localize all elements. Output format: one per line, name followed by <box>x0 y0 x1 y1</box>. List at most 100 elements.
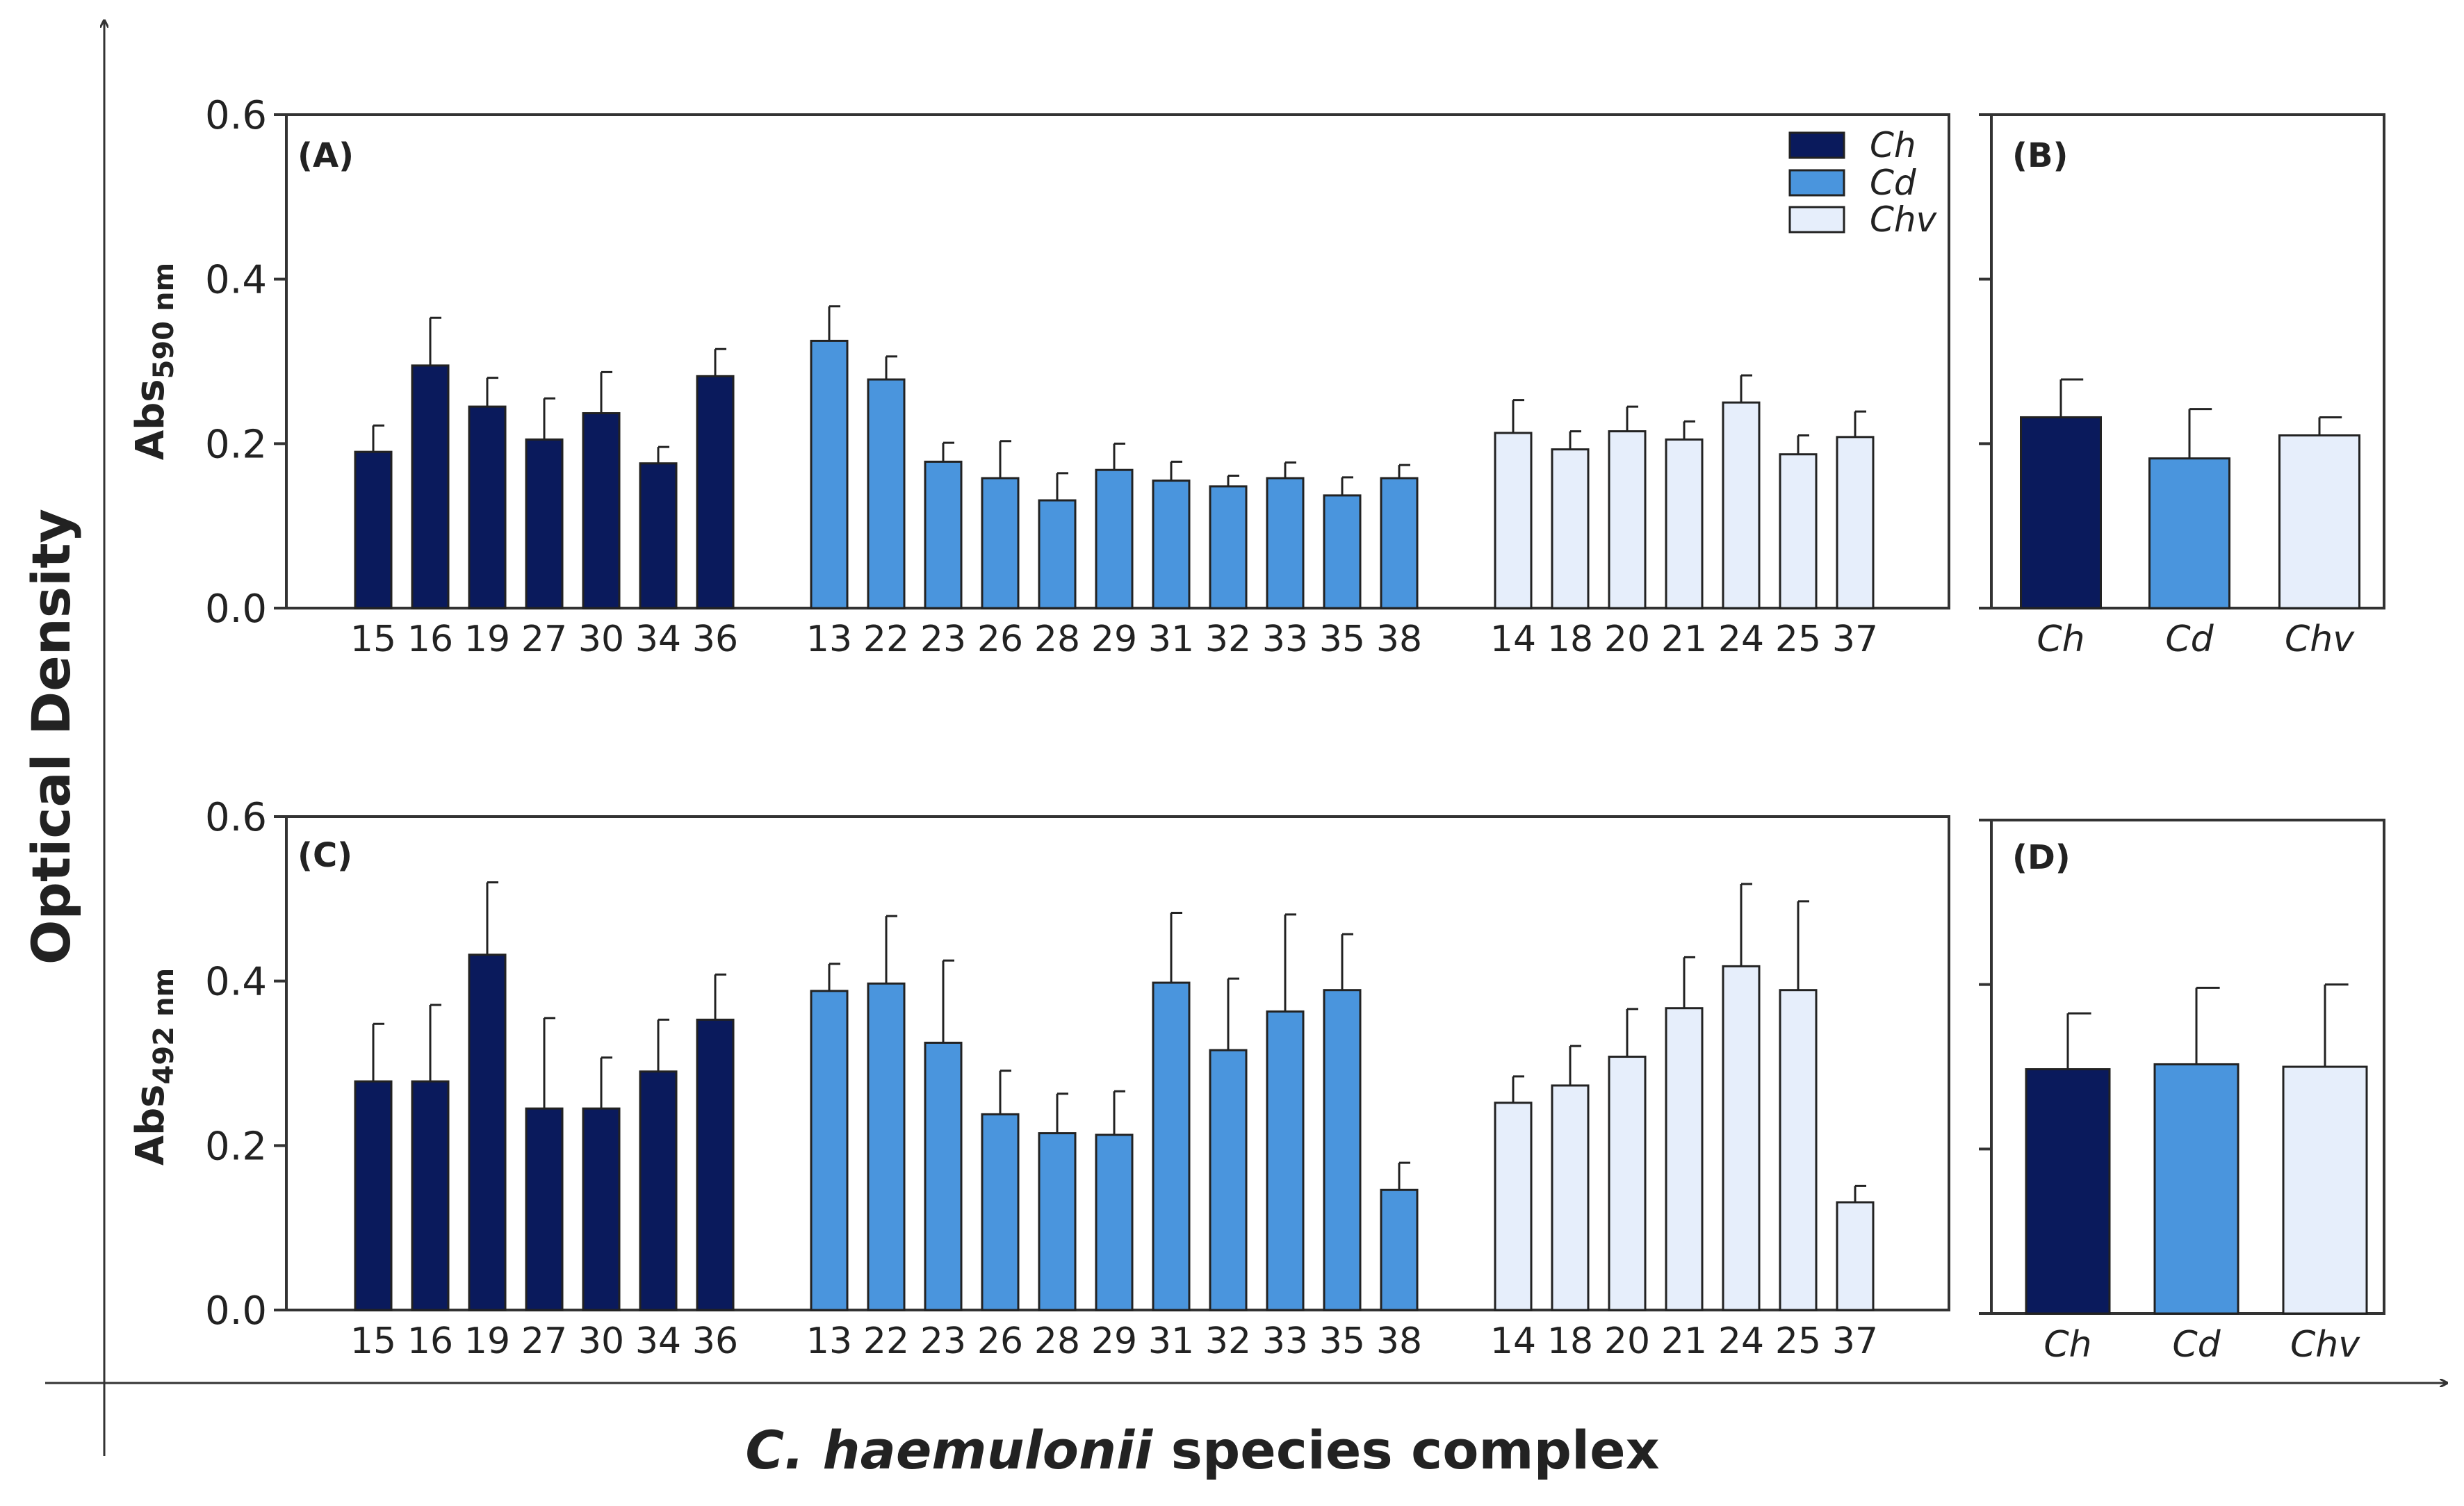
panel-c-error-bar-33 <box>1284 913 1296 1012</box>
panel-c-category-label-15: 15 <box>350 1320 396 1362</box>
panel-a-error-bar-19 <box>486 377 498 407</box>
panel-d-error-bar-Ch <box>2066 1012 2091 1070</box>
panel-b-category-label-Cd: Cd <box>2165 619 2214 660</box>
panel-a-category-label-19: 19 <box>464 619 510 660</box>
panel-a-bar-32 <box>1209 485 1248 609</box>
panel-a-error-bar-20 <box>1626 405 1638 432</box>
panel-c-bar-27 <box>525 1107 564 1311</box>
panel-a-error-bar-35 <box>1341 476 1353 496</box>
panel-c-y-label-main: Abs <box>128 1084 173 1165</box>
panel-d-error-bar-Cd <box>2195 986 2220 1065</box>
panel-b-bar-Cd <box>2148 457 2230 609</box>
panel-a-bar-20 <box>1608 430 1647 609</box>
panel-c-y-tick-label: 0.4 <box>205 960 267 1005</box>
x-axis-title: C. haemulonii species complex <box>745 1419 1659 1481</box>
panel-a-y-tick-label: 0.0 <box>205 587 267 632</box>
panel-c-bar-23 <box>924 1041 963 1311</box>
panel-a-category-label-33: 33 <box>1262 619 1308 660</box>
panel-c-category-label-18: 18 <box>1547 1320 1593 1362</box>
panel-a-bar-13 <box>810 339 849 609</box>
panel-c-error-bar-27 <box>543 1017 555 1109</box>
panel-c-bar-21 <box>1665 1007 1704 1311</box>
panel-a-error-bar-25 <box>1797 434 1809 455</box>
panel-c-bar-35 <box>1323 989 1362 1311</box>
panel-c-error-bar-20 <box>1626 1008 1638 1057</box>
panel-c-category-label-23: 23 <box>920 1320 966 1362</box>
panel-a-category-label-26: 26 <box>977 619 1023 660</box>
panel-a-error-bar-13 <box>828 305 840 341</box>
panel-c-error-bar-36 <box>714 973 726 1020</box>
panel-c-error-bar-32 <box>1227 977 1239 1051</box>
panel-b-error-bar-Ch <box>2059 378 2084 418</box>
panel-d-chart: (D) Ch Cd Chv <box>1979 819 2385 1366</box>
panel-a-bar-26 <box>981 477 1020 609</box>
panel-c-category-label-25: 25 <box>1775 1320 1821 1362</box>
panel-c-chart: (C) Abs492 nm 0.0 0.2 0.4 0.6 15 16 19 27 30 34 3… <box>128 795 1950 1362</box>
legend-label-cd: Cd <box>1870 163 1916 203</box>
panel-c-bar-33 <box>1266 1010 1305 1311</box>
panel-d-bar-Chv <box>2282 1065 2368 1315</box>
panel-c-y-tick-label: 0.6 <box>205 795 267 840</box>
panel-c-error-bar-38 <box>1398 1161 1410 1190</box>
panel-c-error-bar-16 <box>429 1004 441 1082</box>
panel-c-error-bar-13 <box>828 963 840 991</box>
panel-a-category-label-31: 31 <box>1148 619 1194 660</box>
panel-c-category-label-38: 38 <box>1376 1320 1422 1362</box>
y-axis-title: Optical Density <box>20 509 82 965</box>
panel-a-category-label-27: 27 <box>521 619 567 660</box>
legend-swatch-ch <box>1788 131 1845 159</box>
panel-a-category-label-22: 22 <box>863 619 909 660</box>
panel-c-bar-16 <box>411 1080 450 1311</box>
panel-c-bar-31 <box>1152 981 1191 1311</box>
panel-a-error-bar-37 <box>1854 410 1866 437</box>
panel-a-bar-16 <box>411 364 450 609</box>
panel-a-category-label-13: 13 <box>806 619 852 660</box>
panel-c-category-label-34: 34 <box>635 1320 681 1362</box>
panel-a-category-label-20: 20 <box>1604 619 1650 660</box>
panel-a-error-bar-15 <box>372 424 384 452</box>
panel-c-category-label-14: 14 <box>1490 1320 1536 1362</box>
panel-c-category-label-13: 13 <box>806 1320 852 1362</box>
panel-a-error-bar-14 <box>1512 399 1524 433</box>
panel-a-bar-29 <box>1095 468 1134 609</box>
panel-c-category-label-28: 28 <box>1034 1320 1080 1362</box>
panel-a-bar-28 <box>1038 499 1077 609</box>
panel-a-category-label-25: 25 <box>1775 619 1821 660</box>
panel-d-label: (D) <box>2012 838 2071 877</box>
panel-c-category-label-27: 27 <box>521 1320 567 1362</box>
panel-a-error-bar-27 <box>543 397 555 440</box>
panel-a-error-bar-32 <box>1227 474 1239 486</box>
panel-c-bar-24 <box>1722 965 1761 1311</box>
panel-b-label: (B) <box>2012 136 2068 175</box>
panel-c-category-label-16: 16 <box>407 1320 453 1362</box>
panel-c-category-label-19: 19 <box>464 1320 510 1362</box>
panel-c-error-bar-19 <box>486 881 498 955</box>
panel-a-category-label-18: 18 <box>1547 619 1593 660</box>
panel-a-bar-27 <box>525 438 564 609</box>
panel-a-bar-18 <box>1551 448 1590 609</box>
panel-a-category-label-32: 32 <box>1205 619 1251 660</box>
panel-a-chart: (A) Abs590 nm 0.0 0.2 0.4 0.6 15 16 19 27 30 34 3… <box>128 93 1950 660</box>
panel-a-category-label-28: 28 <box>1034 619 1080 660</box>
panel-b-bar-Chv <box>2278 434 2360 609</box>
panel-c-error-bar-15 <box>372 1022 384 1082</box>
panel-a-y-tick-label: 0.2 <box>205 422 267 467</box>
panel-c-error-bar-34 <box>657 1018 669 1072</box>
panel-d-category-label-Ch: Ch <box>2043 1324 2091 1366</box>
panel-a-error-bar-33 <box>1284 461 1296 479</box>
panel-c-error-bar-26 <box>999 1070 1011 1115</box>
panel-a-category-label-29: 29 <box>1091 619 1137 660</box>
panel-a-category-label-38: 38 <box>1376 619 1422 660</box>
panel-a-error-bar-30 <box>600 370 612 414</box>
x-axis-title-species: C. haemulonii <box>745 1419 1153 1481</box>
legend-swatch-cd <box>1788 169 1845 197</box>
panel-c-bar-19 <box>468 953 507 1311</box>
panel-c-y-tick-label: 0.2 <box>205 1124 267 1169</box>
panel-a-category-label-24: 24 <box>1718 619 1764 660</box>
panel-a-bar-25 <box>1779 453 1818 609</box>
panel-c-bar-28 <box>1038 1132 1077 1311</box>
panel-c-bar-34 <box>639 1070 678 1311</box>
panel-d-bar-Cd <box>2153 1063 2239 1315</box>
panel-a-category-label-16: 16 <box>407 619 453 660</box>
